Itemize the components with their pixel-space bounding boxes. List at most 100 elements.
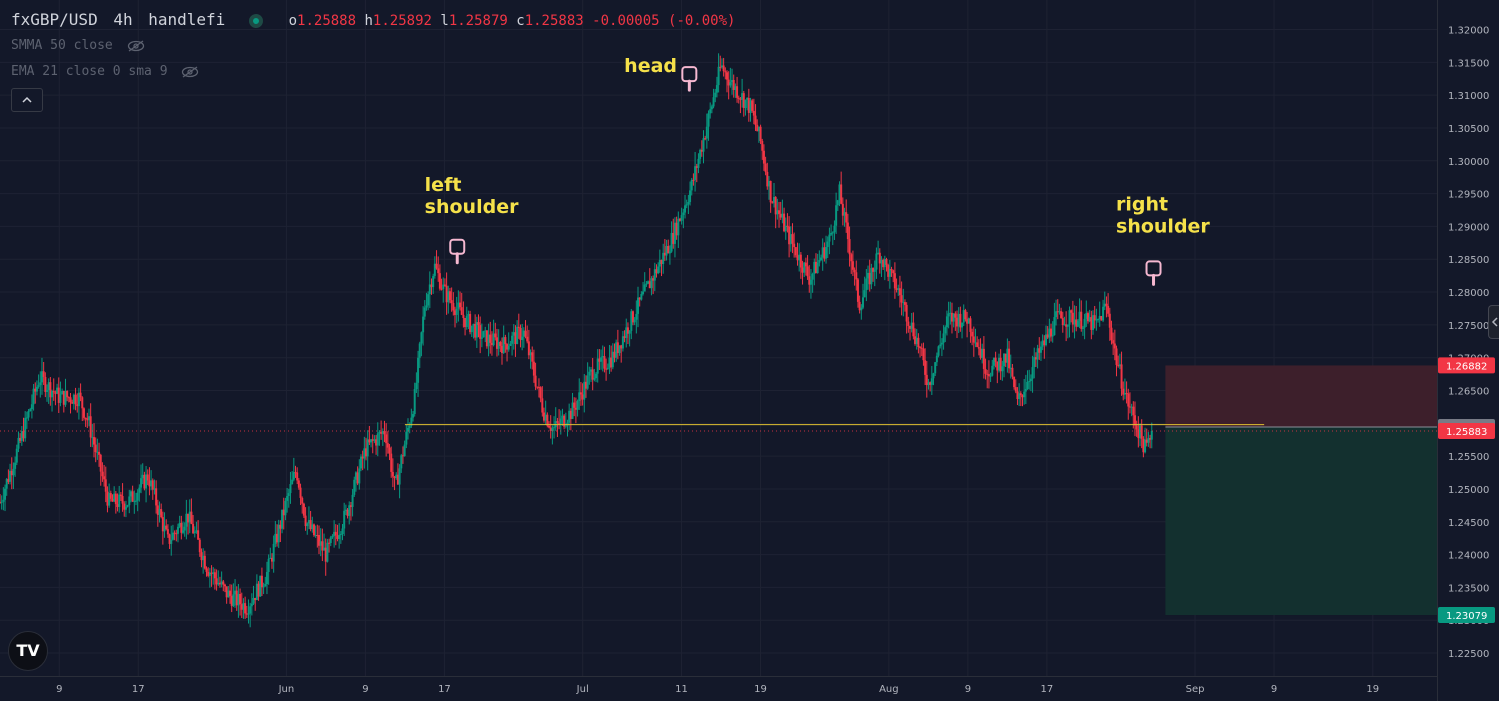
eye-off-icon[interactable]	[181, 65, 199, 78]
candle-body	[574, 407, 577, 410]
price-badge[interactable]	[1438, 607, 1495, 624]
candle-body	[417, 357, 420, 383]
candle-body	[108, 493, 111, 506]
candle-body	[200, 552, 203, 561]
candle-body	[459, 302, 462, 308]
candle-body	[163, 525, 166, 532]
candle-body	[175, 533, 178, 535]
price-badge[interactable]	[1438, 357, 1495, 374]
price-axis[interactable]: 1.32000 1.31500 1.31000 1.30500 1.30000 1.295…	[1437, 0, 1499, 701]
candle-body	[914, 336, 917, 344]
stop-loss-zone[interactable]	[1165, 365, 1437, 427]
candle-body	[239, 593, 242, 605]
candle-body	[140, 478, 143, 488]
candle-body	[620, 345, 623, 349]
candle-body	[15, 448, 18, 463]
candle-body	[588, 371, 591, 376]
price-tick-label: 1.32000	[1448, 26, 1489, 37]
candle-body	[61, 390, 64, 395]
candle-body	[0, 501, 3, 503]
candle-body	[338, 534, 341, 539]
candle-body	[388, 447, 391, 454]
candle-body	[1133, 415, 1136, 426]
symbol-name[interactable]: fxGBP/USD	[11, 10, 98, 29]
candle-body	[902, 302, 905, 304]
candle-body	[1149, 438, 1152, 440]
price-badge[interactable]	[1438, 422, 1495, 439]
candle-body	[801, 267, 804, 273]
candle-body	[25, 417, 28, 419]
candle-body	[744, 99, 747, 108]
candle-body	[759, 126, 762, 141]
candle-body	[331, 536, 334, 538]
candle-body	[390, 453, 393, 472]
candle-body	[534, 375, 537, 387]
candle-body	[418, 343, 421, 358]
time-tick-label: Jun	[278, 684, 295, 695]
candle-body	[615, 342, 618, 358]
candle-body	[989, 375, 992, 377]
annotation-head[interactable]: head	[624, 55, 698, 92]
candle-body	[19, 437, 22, 441]
candle-body	[997, 357, 1000, 371]
candle-body	[860, 307, 863, 311]
side-panel-toggle[interactable]	[1488, 305, 1499, 339]
candle-body	[610, 357, 613, 368]
time-axis[interactable]: 9 17 Jun 9 17 Jul 11 19 Aug 9 17 Sep 9 19	[0, 676, 1437, 701]
candle-body	[480, 337, 483, 339]
candle-body	[304, 515, 307, 527]
candle-body	[536, 386, 539, 388]
candle-body	[5, 479, 8, 489]
candle-body	[316, 535, 319, 537]
candle-body	[1061, 318, 1064, 326]
candle-body	[12, 468, 15, 476]
candle-body	[223, 584, 226, 587]
candle-body	[49, 382, 52, 398]
candle-body	[1033, 357, 1036, 368]
indicator-smma[interactable]: SMMA 50 close	[11, 38, 145, 53]
candle-body	[1115, 348, 1118, 365]
candle-body	[32, 388, 35, 405]
candle-body	[1090, 317, 1093, 330]
time-tick-label: Aug	[879, 684, 899, 695]
candle-body	[52, 390, 55, 393]
candle-body	[751, 100, 754, 111]
candle-body	[571, 402, 574, 419]
candle-body	[368, 439, 371, 443]
candle-body	[1026, 381, 1029, 390]
eye-off-icon[interactable]	[127, 39, 145, 52]
candle-body	[969, 318, 972, 332]
candle-body	[621, 336, 624, 349]
candle-body	[635, 313, 638, 320]
candle-body	[375, 439, 378, 446]
candle-body	[361, 456, 364, 459]
candle-body	[156, 505, 159, 515]
take-profit-zone[interactable]	[1165, 426, 1437, 616]
candle-body	[959, 313, 962, 328]
time-axis-background	[0, 676, 1437, 701]
candle-body	[798, 254, 801, 261]
candle-body	[991, 365, 994, 376]
symbol-legend[interactable]: fxGBP/USD 4h handlefi o1.25888 h1.25892 …	[11, 10, 735, 29]
candle-body	[878, 252, 881, 264]
indicator-ema[interactable]: EMA 21 close 0 sma 9	[11, 64, 199, 79]
candle-body	[942, 333, 945, 343]
change-value: -0.00005 (-0.00%)	[592, 13, 736, 29]
candle-body	[950, 312, 953, 322]
tradingview-logo[interactable]: TV	[8, 631, 48, 671]
candle-body	[754, 115, 757, 125]
collapse-legend-button[interactable]	[11, 88, 43, 112]
candle-body	[136, 492, 139, 501]
candle-body	[1122, 388, 1125, 395]
candle-body	[603, 356, 606, 369]
candle-body	[715, 85, 718, 93]
interval[interactable]: 4h	[113, 10, 133, 29]
candle-body	[579, 392, 582, 395]
candle-body	[796, 255, 799, 261]
candle-body	[1128, 406, 1131, 408]
candle-body	[835, 205, 838, 226]
candle-body	[828, 234, 831, 242]
